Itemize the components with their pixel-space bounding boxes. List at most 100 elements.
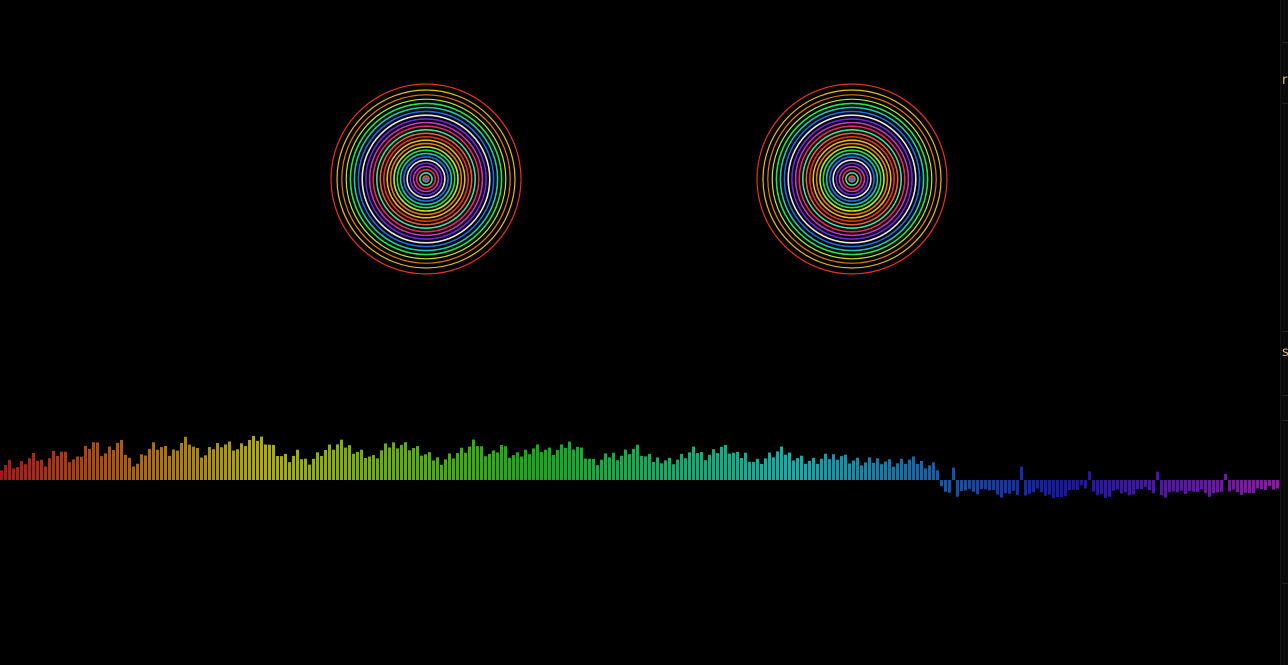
- spectrum-bar: [756, 458, 759, 480]
- ring: [835, 162, 869, 196]
- spectrum-bar: [216, 443, 219, 480]
- spectrum-bar: [80, 456, 83, 480]
- spectrum-bar: [424, 454, 427, 480]
- spectrum-bar: [340, 439, 343, 480]
- spectrum-bar: [36, 460, 39, 480]
- spectrum-bar: [284, 453, 287, 480]
- panel-text-fragment: r: [1282, 73, 1288, 88]
- spectrum-bar: [532, 448, 535, 480]
- spectrum-bar: [820, 458, 823, 480]
- spectrum-bar: [428, 452, 431, 480]
- spectrum-bar: [1080, 480, 1083, 486]
- spectrum-bar: [148, 448, 151, 480]
- spectrum-bar: [368, 456, 371, 480]
- ring: [808, 136, 895, 223]
- spectrum-bar: [316, 452, 319, 480]
- spectrum-bar: [872, 462, 875, 480]
- spectrum-bar: [968, 480, 971, 489]
- ring: [798, 125, 906, 233]
- spectrum-bar: [1132, 480, 1135, 495]
- ring: [399, 152, 453, 206]
- spectrum-bar: [708, 454, 711, 480]
- spectrum-bar: [1204, 480, 1207, 494]
- spectrum-bar: [604, 453, 607, 480]
- spectrum-bar: [892, 466, 895, 480]
- spectrum-bar: [1024, 480, 1027, 496]
- spectrum-bar: [524, 449, 527, 480]
- ring: [815, 142, 889, 216]
- ring: [361, 114, 491, 244]
- panel-divider: [1282, 420, 1288, 421]
- spectrum-bar: [324, 450, 327, 480]
- ring: [412, 165, 440, 193]
- spectrum-bar: [716, 453, 719, 480]
- spectrum-bar: [628, 454, 631, 480]
- spectrum-bar: [1124, 480, 1127, 493]
- spectrum-bar: [160, 447, 163, 480]
- spectrum-bar: [508, 457, 511, 480]
- spectrum-bar: [1152, 480, 1155, 494]
- spectrum-bar: [1228, 480, 1231, 492]
- spectrum-bar: [496, 452, 499, 480]
- spectrum-bar: [568, 441, 571, 480]
- spectrum-bar: [280, 456, 283, 480]
- side-panel-edge: r s: [1280, 0, 1288, 665]
- spectrum-bar: [1064, 480, 1067, 496]
- spectrum-bar: [44, 466, 47, 480]
- spectrum-bar: [504, 446, 507, 480]
- spectrum-bar: [1020, 466, 1023, 480]
- spectrum-bar: [932, 462, 935, 480]
- spectrum-bar: [0, 470, 3, 480]
- spectrum-bar: [152, 442, 155, 480]
- spectrum-bar: [312, 458, 315, 480]
- spectrum-bar: [1072, 480, 1075, 490]
- spectrum-bar: [808, 460, 811, 480]
- spectrum-bar: [52, 450, 55, 480]
- spectrum-bar: [572, 449, 575, 480]
- spectrum-bar: [208, 447, 211, 480]
- spectrum-bar: [76, 456, 79, 480]
- spectrum-bar: [1244, 480, 1247, 493]
- spectrum-bar: [1116, 480, 1119, 490]
- spectrum-bar: [1172, 480, 1175, 492]
- spectrum-bar: [772, 457, 775, 480]
- spectrum-bar: [512, 455, 515, 480]
- spectrum-bar: [1088, 471, 1091, 480]
- ring: [345, 98, 507, 260]
- spectrum-bar: [412, 448, 415, 480]
- spectrum-bar: [40, 459, 43, 480]
- spectrum-bar: [268, 444, 271, 480]
- spectrum-bar: [12, 468, 15, 480]
- spectrum-bar: [248, 440, 251, 480]
- ring: [419, 172, 433, 186]
- spectrum-bar: [816, 463, 819, 480]
- ring: [829, 156, 875, 202]
- ring: [389, 142, 463, 216]
- spectrum-bar: [844, 454, 847, 480]
- spectrum-bar: [116, 442, 119, 480]
- spectrum-bar: [732, 452, 735, 480]
- spectrum-bar: [56, 456, 59, 480]
- spectrum-bar: [1196, 480, 1199, 493]
- spectrum-bar: [480, 446, 483, 480]
- spectrum-bar: [344, 447, 347, 480]
- spectrum-bar: [1108, 480, 1111, 497]
- spectrum-bar: [976, 480, 979, 495]
- spectrum-bar: [320, 456, 323, 480]
- spectrum-bar: [1112, 480, 1115, 491]
- spectrum-bar: [156, 449, 159, 480]
- spectrum-bar: [236, 449, 239, 480]
- spectrum-bar: [588, 458, 591, 480]
- spectrum-bar: [1040, 480, 1043, 493]
- spectrum-bar: [852, 460, 855, 480]
- spectrum-bar: [1100, 480, 1103, 495]
- spectrum-bar: [632, 448, 635, 480]
- spectrum-bar: [420, 455, 423, 480]
- spectrum-bar: [1164, 480, 1167, 498]
- spectrum-bar: [100, 456, 103, 480]
- spectrum-bar: [112, 450, 115, 480]
- spectrum-bar: [768, 452, 771, 480]
- spectrum-bar: [556, 449, 559, 480]
- spectrum-bar: [164, 446, 167, 480]
- ring: [825, 152, 879, 206]
